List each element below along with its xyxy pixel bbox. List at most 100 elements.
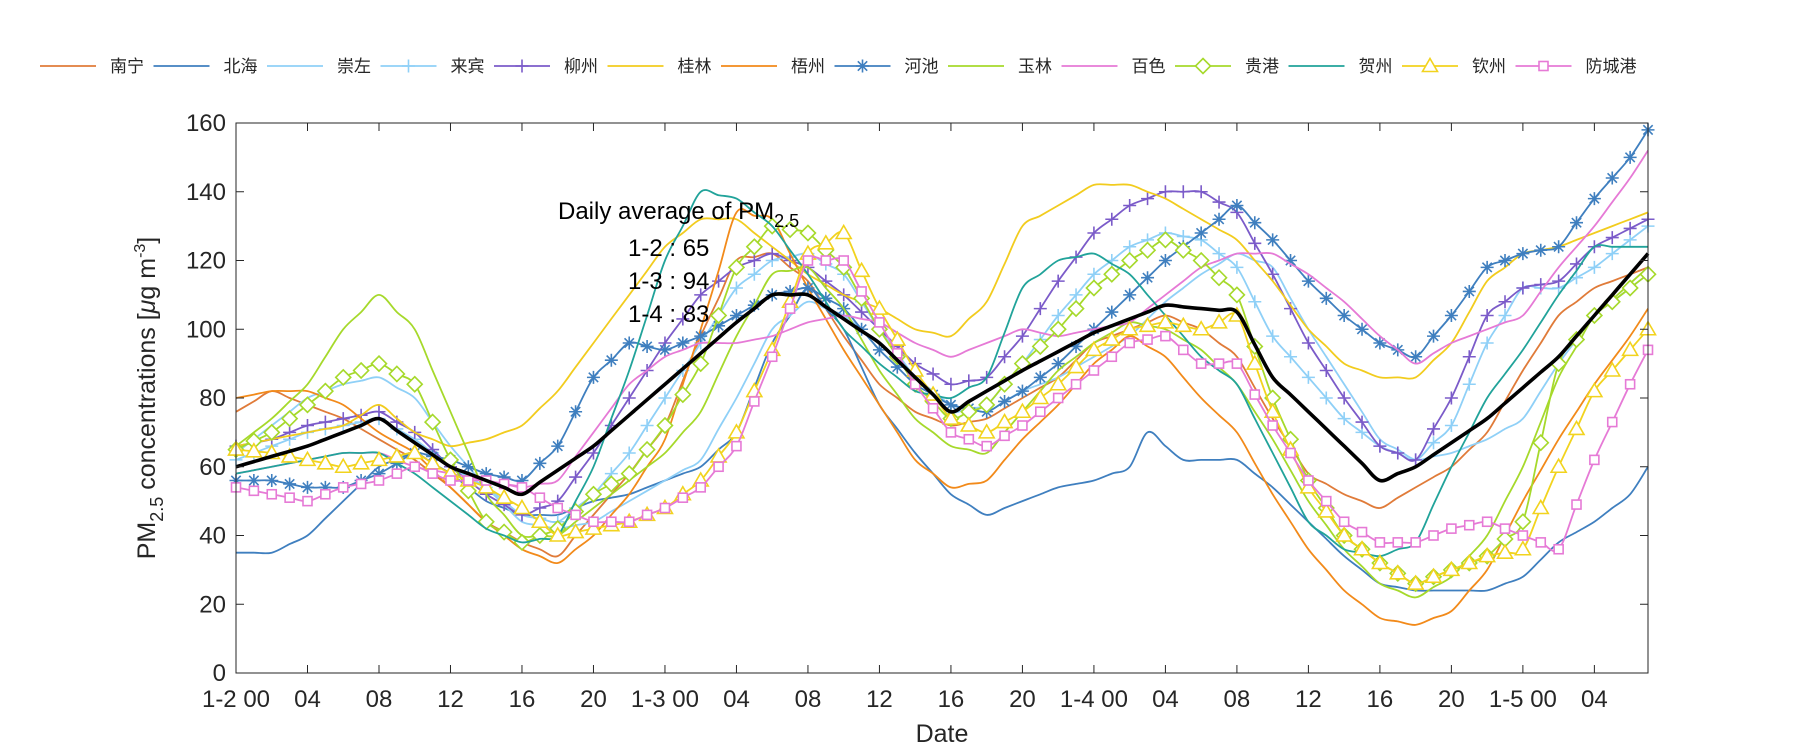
series-marker xyxy=(1605,231,1619,245)
series-marker xyxy=(981,440,992,452)
series-marker xyxy=(1177,344,1189,356)
series-marker xyxy=(1373,439,1387,453)
series-marker xyxy=(1067,357,1085,374)
series-6 xyxy=(235,183,1649,448)
series-marker xyxy=(872,343,886,357)
legend-item: 梧州 xyxy=(721,57,825,77)
series-marker xyxy=(944,377,958,391)
series-marker xyxy=(731,440,742,452)
series-marker xyxy=(874,317,885,328)
series-marker xyxy=(622,391,636,405)
x-tick-label: 08 xyxy=(1224,686,1251,713)
series-marker xyxy=(602,475,620,493)
series-marker xyxy=(1015,384,1029,398)
series-marker xyxy=(283,477,297,491)
series-marker xyxy=(1212,195,1226,209)
series-marker xyxy=(300,419,314,432)
series-marker xyxy=(620,464,638,483)
x-tick-label: 12 xyxy=(866,686,893,713)
series-marker xyxy=(1156,231,1175,249)
series-marker xyxy=(1192,320,1211,336)
legend-label: 防城港 xyxy=(1586,57,1637,77)
x-tick-label: 04 xyxy=(294,686,321,713)
series-marker xyxy=(1301,370,1315,384)
legend-marker xyxy=(515,59,529,73)
x-tick-label: 1-5 00 xyxy=(1489,686,1557,713)
series-marker xyxy=(318,480,332,494)
series-marker xyxy=(622,336,636,350)
series-marker xyxy=(352,361,370,380)
legend-label: 南宁 xyxy=(110,57,144,77)
series-marker xyxy=(1194,185,1208,199)
series-marker xyxy=(569,470,583,484)
series-marker xyxy=(1210,313,1228,329)
series-marker xyxy=(280,447,299,463)
series-marker xyxy=(1409,350,1423,364)
series-marker xyxy=(1319,364,1333,377)
annotation-line-3: 1-4 : 83 xyxy=(628,301,709,328)
series-marker xyxy=(1480,309,1494,322)
legend-label: 河池 xyxy=(905,57,939,77)
x-tick-label: 16 xyxy=(938,686,965,713)
x-tick-label: 04 xyxy=(1581,686,1608,713)
legend-item: 来宾 xyxy=(380,57,485,77)
series-marker xyxy=(372,467,386,481)
series-marker xyxy=(942,409,960,425)
series-marker xyxy=(1335,526,1354,542)
series-marker xyxy=(995,412,1014,429)
legend-marker xyxy=(1538,60,1549,72)
series-marker xyxy=(1158,185,1172,199)
series-marker xyxy=(1570,216,1584,230)
series-marker xyxy=(1337,391,1351,405)
legend-marker xyxy=(402,59,415,73)
series-marker xyxy=(1142,334,1153,345)
legend-marker xyxy=(1421,56,1439,73)
series-marker xyxy=(640,419,654,432)
series-marker xyxy=(623,516,635,528)
series-marker xyxy=(709,306,728,325)
series-marker xyxy=(1284,350,1298,364)
x-tick-label: 12 xyxy=(437,686,464,713)
series-marker xyxy=(515,474,529,487)
legend-item: 玉林 xyxy=(948,57,1052,77)
series-marker xyxy=(959,416,978,432)
x-tick-label: 1-3 00 xyxy=(631,686,699,713)
series-marker xyxy=(584,519,603,535)
series-marker xyxy=(694,329,708,343)
y-tick-label: 0 xyxy=(213,660,226,687)
series-marker xyxy=(713,461,724,473)
series-marker xyxy=(370,354,388,373)
series-marker xyxy=(352,454,370,470)
series-marker xyxy=(676,312,690,326)
series-marker xyxy=(1388,564,1407,580)
annotation-line-1: 1-2 : 65 xyxy=(628,235,709,262)
x-tick-label: 16 xyxy=(1367,686,1394,713)
plot-area xyxy=(227,123,1657,626)
series-marker xyxy=(1123,288,1137,302)
series-marker xyxy=(1585,382,1604,398)
series-marker xyxy=(1069,339,1083,353)
series-marker xyxy=(1337,412,1351,426)
series-marker xyxy=(998,394,1012,408)
series-marker xyxy=(1462,350,1476,364)
series-marker xyxy=(749,396,760,407)
series-marker xyxy=(838,255,849,266)
series-marker xyxy=(316,382,334,400)
series-marker xyxy=(1406,574,1425,590)
series-marker xyxy=(1356,526,1368,538)
series-marker xyxy=(1603,361,1622,377)
series-marker xyxy=(355,478,367,490)
series-marker xyxy=(1248,216,1262,230)
legend-item: 钦州 xyxy=(1402,56,1506,77)
series-marker xyxy=(266,488,278,500)
axes: 0 20 40 60 80 100 120 140 160 1-2 00 04 08 12 16 20 1-3… xyxy=(186,110,1648,713)
series-marker xyxy=(1087,226,1101,240)
series-marker xyxy=(1212,212,1226,226)
series-marker xyxy=(1462,284,1476,298)
series-marker xyxy=(1174,241,1192,259)
series-marker xyxy=(852,261,871,278)
series-marker xyxy=(513,498,531,515)
series-marker xyxy=(819,291,833,305)
x-tick-label: 08 xyxy=(795,686,822,713)
